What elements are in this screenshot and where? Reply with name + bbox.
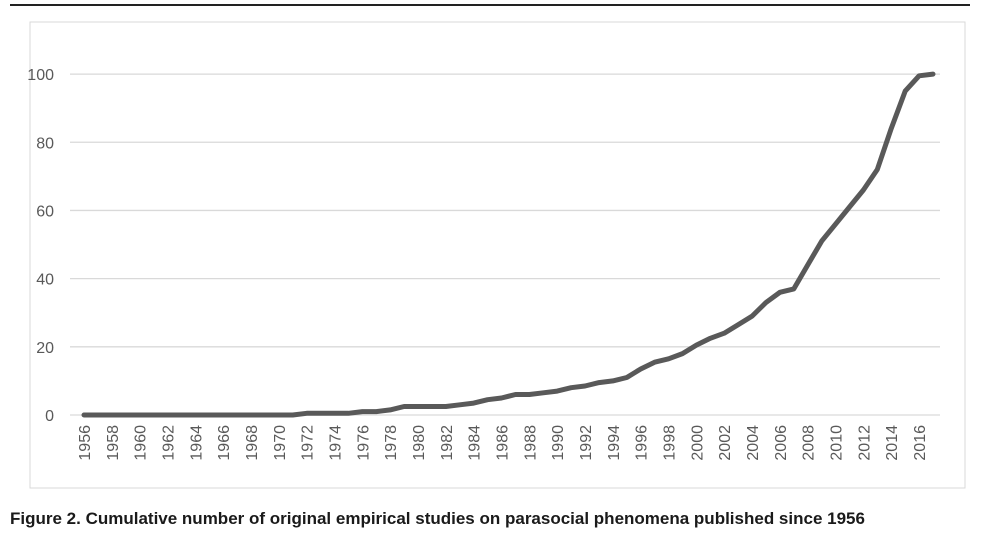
y-tick-label: 40 (36, 272, 54, 289)
x-tick-label: 1958 (105, 425, 122, 461)
data-line (81, 71, 936, 418)
x-tick-label: 2002 (717, 425, 734, 461)
x-tick-label: 2008 (801, 425, 818, 461)
x-tick-label: 1976 (355, 425, 372, 461)
y-tick-label: 80 (36, 135, 54, 152)
x-tick-label: 1986 (495, 425, 512, 461)
x-tick-label: 1966 (216, 425, 233, 461)
x-tick-label: 1978 (383, 425, 400, 461)
x-tick-label: 1964 (188, 425, 205, 461)
x-tick-label: 1968 (244, 425, 261, 461)
x-tick-label: 1980 (411, 425, 428, 461)
x-tick-label: 1992 (578, 425, 595, 461)
x-tick-label: 1982 (439, 425, 456, 461)
x-tick-label: 2016 (912, 425, 929, 461)
y-tick-label: 20 (36, 340, 54, 357)
x-tick-label: 2010 (829, 425, 846, 461)
x-tick-label: 1984 (467, 425, 484, 461)
chart-border (29, 21, 966, 489)
y-tick-label: 100 (27, 67, 54, 84)
y-tick-label: 0 (45, 408, 54, 425)
x-tick-label: 2000 (689, 425, 706, 461)
x-tick-label: 1996 (634, 425, 651, 461)
x-tick-label: 2012 (856, 425, 873, 461)
x-tick-label: 2004 (745, 425, 762, 461)
x-tick-label: 1970 (272, 425, 289, 461)
x-tick-label: 1972 (300, 425, 317, 461)
x-tick-label: 1956 (77, 425, 94, 461)
caption: Figure 2. Cumulative number of original … (10, 509, 865, 528)
x-tick-label: 1988 (522, 425, 539, 461)
x-tick-label: 1994 (606, 425, 623, 461)
x-tick-label: 1990 (550, 425, 567, 461)
x-tick-label: 1962 (161, 425, 178, 461)
x-tick-label: 2014 (884, 425, 901, 461)
x-tick-label: 1998 (662, 425, 679, 461)
x-tick-label: 1960 (133, 425, 150, 461)
x-tick-label: 2006 (773, 425, 790, 461)
x-tick-label: 1974 (328, 425, 345, 461)
y-tick-label: 60 (36, 203, 54, 220)
